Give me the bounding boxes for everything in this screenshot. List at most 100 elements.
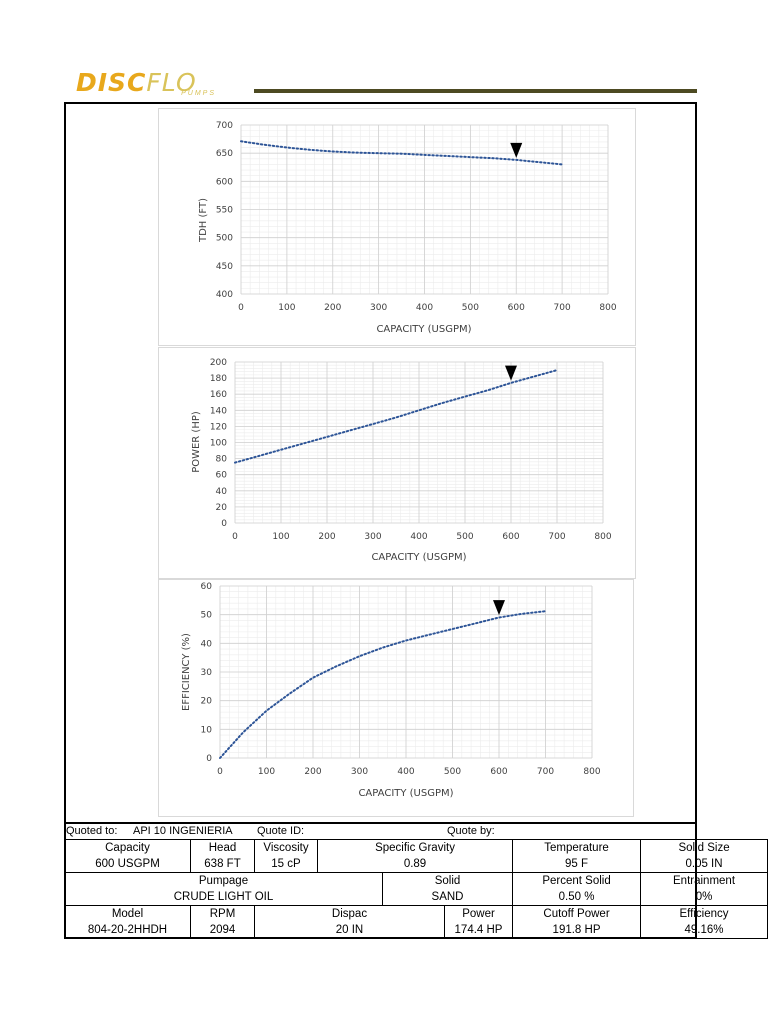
x-tick-label: 600 bbox=[502, 532, 519, 542]
percent-solid-cell: Percent Solid 0.50 % bbox=[512, 872, 642, 906]
efficiency-value: 49.16% bbox=[684, 924, 724, 936]
solid-size-label: Solid Size bbox=[678, 842, 730, 854]
x-tick-label: 0 bbox=[232, 532, 238, 542]
x-tick-label: 700 bbox=[554, 303, 571, 313]
quoted-to-value: API 10 INGENIERIA bbox=[133, 825, 233, 837]
logo-subtext: PUMPS bbox=[181, 90, 216, 97]
x-tick-label: 100 bbox=[278, 303, 295, 313]
specific-gravity-cell: Specific Gravity 0.89 bbox=[316, 839, 514, 873]
y-axis-label: TDH (FT) bbox=[198, 198, 209, 243]
dispac-label: Dispac bbox=[331, 908, 368, 920]
x-tick-label: 300 bbox=[370, 303, 387, 313]
x-tick-label: 700 bbox=[548, 532, 565, 542]
operating-point-marker bbox=[493, 600, 505, 616]
y-tick-label: 0 bbox=[221, 519, 227, 529]
x-tick-label: 200 bbox=[304, 767, 321, 777]
temperature-label: Temperature bbox=[544, 842, 609, 854]
head-cell: Head 638 FT bbox=[190, 839, 255, 873]
cutoff-power-label: Cutoff Power bbox=[543, 908, 610, 920]
logo-wordmark: DISCFLO bbox=[76, 70, 226, 95]
power-chart: 0 100 200 300 400 500 600 700 800 0 20 40 60 80 100 120… bbox=[158, 347, 636, 579]
capacity-value: 600 USGPM bbox=[95, 858, 160, 870]
header-rule bbox=[254, 89, 697, 93]
viscosity-label: Viscosity bbox=[263, 842, 309, 854]
plot-area: 0 100 200 300 400 500 600 700 800 400 450 500 550 600… bbox=[216, 121, 617, 313]
x-axis-label: CAPACITY (USGPM) bbox=[371, 552, 466, 563]
head-label: Head bbox=[208, 842, 237, 854]
plot-area: 0 100 200 300 400 500 600 700 800 0 10 20 30 40 50 60 bbox=[201, 582, 601, 777]
cutoff-power-cell: Cutoff Power 191.8 HP bbox=[512, 905, 642, 939]
tdh-chart: 0 100 200 300 400 500 600 700 800 400 450 500 550 600… bbox=[158, 108, 636, 346]
x-tick-label: 700 bbox=[537, 767, 554, 777]
entrainment-cell: Entrainment 0% bbox=[640, 872, 768, 906]
quote-line: Quoted to: API 10 INGENIERIA Quote ID: Q… bbox=[64, 822, 697, 840]
viscosity-value: 15 cP bbox=[271, 858, 301, 870]
chart-border bbox=[158, 579, 634, 817]
model-label: Model bbox=[111, 908, 144, 920]
y-tick-label: 160 bbox=[210, 390, 227, 400]
x-tick-label: 100 bbox=[258, 767, 275, 777]
x-tick-label: 500 bbox=[462, 303, 479, 313]
dispac-value: 20 IN bbox=[335, 924, 364, 936]
y-tick-label: 100 bbox=[210, 439, 227, 449]
percent-solid-value: 0.50 % bbox=[558, 891, 595, 903]
pumpage-cell: Pumpage CRUDE LIGHT OIL bbox=[64, 872, 383, 906]
y-tick-label: 140 bbox=[210, 406, 227, 416]
percent-solid-label: Percent Solid bbox=[542, 875, 611, 887]
rpm-cell: RPM 2094 bbox=[190, 905, 255, 939]
x-tick-label: 300 bbox=[351, 767, 368, 777]
viscosity-cell: Viscosity 15 cP bbox=[254, 839, 318, 873]
table-row: Capacity 600 USGPM Head 638 FT Viscosity 15… bbox=[64, 839, 768, 873]
logo-text-flo: FLO bbox=[146, 68, 197, 97]
temperature-value: 95 F bbox=[565, 858, 589, 870]
x-tick-label: 400 bbox=[410, 532, 427, 542]
pump-info-table: Capacity 600 USGPM Head 638 FT Viscosity 15… bbox=[64, 839, 768, 939]
power-value: 174.4 HP bbox=[454, 924, 503, 936]
y-axis-label: POWER (HP) bbox=[191, 411, 202, 473]
y-axis-label: EFFICIENCY (%) bbox=[181, 633, 192, 711]
x-tick-label: 0 bbox=[238, 303, 244, 313]
quote-by-label: Quote by: bbox=[447, 825, 495, 837]
y-tick-label: 550 bbox=[216, 206, 233, 216]
y-tick-label: 700 bbox=[216, 121, 233, 131]
y-tick-label: 450 bbox=[216, 262, 233, 272]
logo-text-disc: DISC bbox=[76, 68, 147, 97]
x-tick-label: 800 bbox=[599, 303, 616, 313]
y-tick-label: 20 bbox=[201, 697, 213, 707]
specific-gravity-label: Specific Gravity bbox=[375, 842, 455, 854]
power-label: Power bbox=[462, 908, 495, 920]
chart-border bbox=[158, 347, 636, 579]
efficiency-label: Efficiency bbox=[679, 908, 729, 920]
x-tick-label: 0 bbox=[217, 767, 223, 777]
x-tick-label: 800 bbox=[594, 532, 611, 542]
x-tick-label: 600 bbox=[490, 767, 507, 777]
capacity-label: Capacity bbox=[105, 842, 150, 854]
solid-label: Solid bbox=[434, 875, 461, 887]
y-tick-label: 60 bbox=[216, 471, 228, 481]
y-tick-label: 60 bbox=[201, 582, 213, 592]
x-tick-label: 100 bbox=[272, 532, 289, 542]
y-tick-label: 650 bbox=[216, 149, 233, 159]
series-line bbox=[219, 610, 547, 759]
y-tick-label: 120 bbox=[210, 422, 227, 432]
quote-id-label: Quote ID: bbox=[257, 825, 305, 837]
quoted-to-label: Quoted to: bbox=[66, 825, 118, 837]
temperature-cell: Temperature 95 F bbox=[512, 839, 642, 873]
y-tick-label: 30 bbox=[201, 668, 213, 678]
y-tick-label: 20 bbox=[216, 503, 228, 513]
solid-size-cell: Solid Size 0.05 IN bbox=[640, 839, 768, 873]
y-tick-label: 0 bbox=[206, 754, 212, 764]
x-tick-label: 200 bbox=[324, 303, 341, 313]
rpm-label: RPM bbox=[209, 908, 236, 920]
table-row: Pumpage CRUDE LIGHT OIL Solid SAND Percent… bbox=[64, 872, 768, 906]
x-tick-label: 600 bbox=[508, 303, 525, 313]
head-value: 638 FT bbox=[204, 858, 241, 870]
x-tick-label: 400 bbox=[397, 767, 414, 777]
y-tick-label: 600 bbox=[216, 177, 233, 187]
discflo-logo: DISCFLO PUMPS bbox=[76, 70, 226, 102]
y-tick-label: 50 bbox=[201, 611, 213, 621]
x-tick-label: 800 bbox=[583, 767, 600, 777]
efficiency-cell: Efficiency 49.16% bbox=[640, 905, 768, 939]
entrainment-label: Entrainment bbox=[673, 875, 736, 887]
rpm-value: 2094 bbox=[209, 924, 236, 936]
